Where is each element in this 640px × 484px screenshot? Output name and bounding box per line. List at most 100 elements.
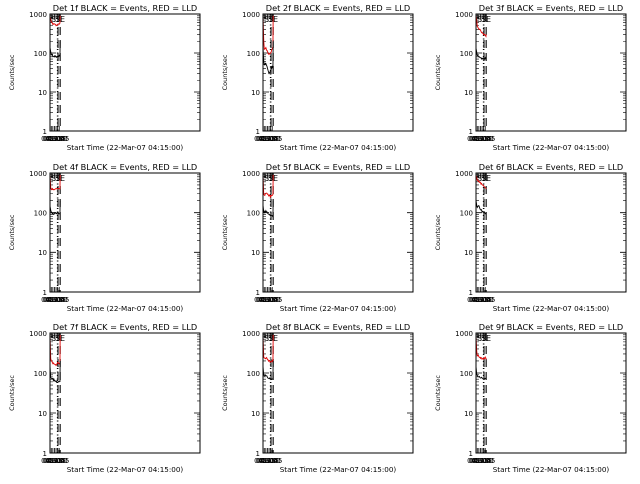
x-axis-label: Start Time (22-Mar-07 04:15:00) [67,465,184,474]
x-tick-label: 04:30 [254,457,274,465]
x-axis-label: Start Time (22-Mar-07 04:15:00) [280,465,397,474]
x-tick-label: 05:15 [472,135,492,143]
y-minor-ticks [50,15,200,120]
x-tick-label: 04:45 [469,135,489,143]
y-minor-ticks [263,174,413,281]
y-tick-label: 10 [464,249,473,257]
x-tick-label: 04:30 [467,457,487,465]
y-tick-label: 1 [256,289,260,297]
y-minor-ticks [263,15,413,120]
lld-series-line [262,14,274,56]
plot-frame [49,13,201,132]
x-tick-label: 04:45 [43,135,63,143]
time-marker-label: S [481,334,486,343]
x-tick-label: 05:15 [259,296,279,304]
y-tick-label: 100 [460,209,473,217]
time-marker-label: S [481,174,486,183]
time-marker-label: E [273,15,278,24]
x-tick-label: 05:15 [46,457,66,465]
lld-series-line [475,174,487,190]
time-marker-label: E [486,174,491,183]
y-tick-label: 10 [38,410,47,418]
y-tick-label: 100 [34,50,47,58]
x-tick-label: 05:00 [257,296,277,304]
x-axis-label: Start Time (22-Mar-07 04:15:00) [493,143,610,152]
events-series-line [49,360,61,384]
events-series-line [262,200,274,218]
events-series-line [49,41,61,59]
chart-title: Det 8f BLACK = Events, RED = LLD [266,322,410,332]
x-tick-label: 05:00 [470,296,490,304]
time-marker-label: S [268,174,273,183]
chart-title: Det 7f BLACK = Events, RED = LLD [53,322,197,332]
x-tick-label: 05:45 [262,135,282,143]
x-tick-label: 05:30 [474,457,494,465]
y-tick-label: 1000 [455,170,473,178]
lld-series-line [262,174,274,199]
time-marker-label: S [55,334,60,343]
x-tick-label: 05:15 [472,457,492,465]
y-tick-label: 1 [256,128,260,136]
x-tick-label: 05:30 [261,296,281,304]
lld-series-line [475,15,487,38]
y-tick-label: 100 [34,209,47,217]
x-tick-label: 05:45 [262,296,282,304]
x-tick-label: 05:45 [475,135,495,143]
plot-frame [262,332,414,454]
x-axis-label: Start Time (22-Mar-07 04:15:00) [493,465,610,474]
chart-title: Det 1f BLACK = Events, RED = LLD [53,3,197,13]
events-series-line [475,48,487,61]
plot-frame [475,13,627,132]
events-series-line [475,200,487,216]
lld-series-line [262,334,274,364]
x-tick-label: 04:45 [469,457,489,465]
x-tick-label: 05:00 [44,296,64,304]
y-tick-label: 100 [34,370,47,378]
chart-panel: Det 4f BLACK = Events, RED = LLD Counts/s… [8,162,201,313]
plot-frame [49,332,201,454]
time-marker-label: S [264,15,269,24]
time-marker-label: S [481,15,486,24]
x-tick-label: 05:45 [475,296,495,304]
y-axis-label: Counts/sec [8,54,16,90]
y-tick-label: 10 [38,89,47,97]
time-marker-label: S [477,15,482,24]
lld-series-line [49,174,61,191]
plot-frame [262,172,414,293]
x-tick-label: 05:00 [257,135,277,143]
x-tick-label: 05:30 [261,457,281,465]
plot-frame [475,332,627,454]
x-tick-label: 05:45 [49,135,69,143]
chart-panel: Det 2f BLACK = Events, RED = LLD Counts/s… [221,3,414,152]
y-minor-ticks [476,174,626,281]
time-marker-label: S [51,334,56,343]
y-tick-label: 1000 [29,330,47,338]
x-tick-label: 05:15 [259,135,279,143]
x-tick-label: 05:15 [46,296,66,304]
x-tick-label: 04:45 [256,457,276,465]
x-tick-label: 05:30 [48,135,68,143]
y-tick-label: 10 [464,410,473,418]
y-minor-ticks [476,334,626,442]
chart-title: Det 3f BLACK = Events, RED = LLD [479,3,623,13]
y-tick-label: 1000 [455,330,473,338]
y-tick-label: 100 [247,50,260,58]
y-tick-label: 1 [256,450,260,458]
y-tick-label: 10 [251,410,260,418]
chart-panel: Det 6f BLACK = Events, RED = LLD Counts/s… [434,162,627,313]
x-tick-label: 04:30 [41,135,61,143]
x-tick-label: 05:00 [44,457,64,465]
x-tick-label: 04:30 [467,135,487,143]
y-minor-ticks [50,174,200,281]
x-tick-label: 05:30 [261,135,281,143]
plot-frame [262,13,414,132]
y-axis-label: Counts/sec [221,214,229,250]
x-tick-label: 05:15 [472,296,492,304]
x-tick-label: 05:00 [257,457,277,465]
time-marker-label: S [55,174,60,183]
lld-series-line [475,335,487,361]
x-tick-label: 05:45 [49,457,69,465]
x-tick-label: 05:00 [44,135,64,143]
time-marker-label: S [268,15,273,24]
